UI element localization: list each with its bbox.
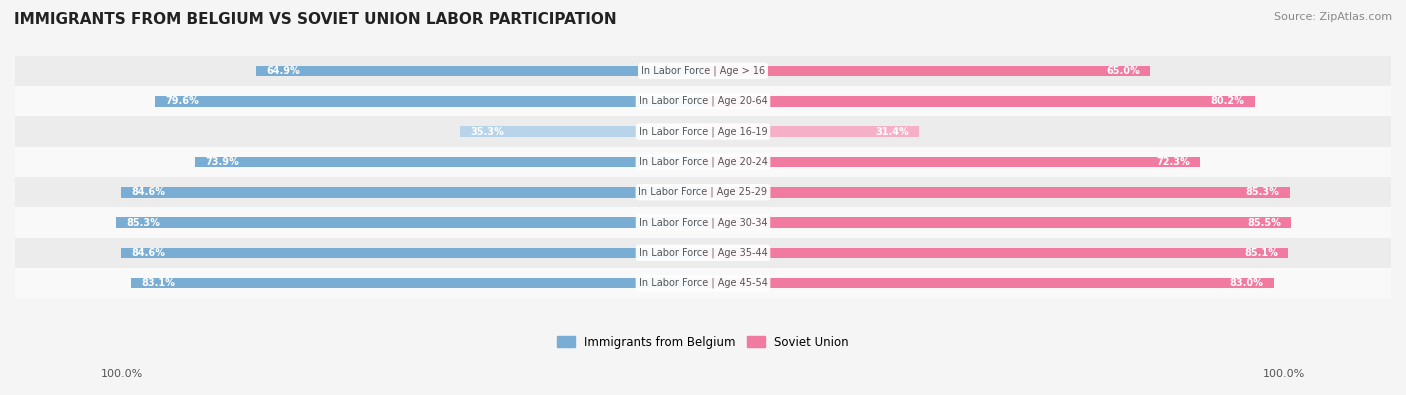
Text: 31.4%: 31.4%	[875, 126, 908, 137]
Bar	[15, 86, 1391, 117]
Text: In Labor Force | Age 20-24: In Labor Force | Age 20-24	[638, 156, 768, 167]
Bar	[256, 66, 703, 76]
Text: In Labor Force | Age 35-44: In Labor Force | Age 35-44	[638, 248, 768, 258]
Text: 64.9%: 64.9%	[267, 66, 301, 76]
Text: 85.5%: 85.5%	[1247, 218, 1281, 228]
Text: 84.6%: 84.6%	[131, 248, 165, 258]
Text: In Labor Force | Age 30-34: In Labor Force | Age 30-34	[638, 217, 768, 228]
Text: 85.3%: 85.3%	[1246, 187, 1279, 197]
Text: 73.9%: 73.9%	[205, 157, 239, 167]
Text: Source: ZipAtlas.com: Source: ZipAtlas.com	[1274, 12, 1392, 22]
Bar	[703, 248, 1288, 258]
Bar	[15, 207, 1391, 238]
Bar	[121, 187, 703, 198]
Bar	[703, 96, 1254, 107]
Text: 83.1%: 83.1%	[142, 278, 176, 288]
Bar	[460, 126, 703, 137]
Text: 65.0%: 65.0%	[1107, 66, 1140, 76]
Text: 79.6%: 79.6%	[166, 96, 200, 106]
Text: In Labor Force | Age > 16: In Labor Force | Age > 16	[641, 66, 765, 76]
Text: 80.2%: 80.2%	[1211, 96, 1244, 106]
Bar	[117, 217, 703, 228]
Legend: Immigrants from Belgium, Soviet Union: Immigrants from Belgium, Soviet Union	[557, 335, 849, 348]
Bar	[194, 156, 703, 167]
Bar	[15, 147, 1391, 177]
Text: In Labor Force | Age 16-19: In Labor Force | Age 16-19	[638, 126, 768, 137]
Text: 85.3%: 85.3%	[127, 218, 160, 228]
Text: 35.3%: 35.3%	[471, 126, 505, 137]
Bar	[703, 217, 1291, 228]
Text: IMMIGRANTS FROM BELGIUM VS SOVIET UNION LABOR PARTICIPATION: IMMIGRANTS FROM BELGIUM VS SOVIET UNION …	[14, 12, 617, 27]
Bar	[703, 66, 1150, 76]
Bar	[15, 177, 1391, 207]
Bar	[131, 278, 703, 288]
Text: 84.6%: 84.6%	[131, 187, 165, 197]
Bar	[703, 187, 1289, 198]
Text: 83.0%: 83.0%	[1230, 278, 1264, 288]
Text: In Labor Force | Age 45-54: In Labor Force | Age 45-54	[638, 278, 768, 288]
Text: 100.0%: 100.0%	[1263, 369, 1305, 379]
Bar	[121, 248, 703, 258]
Bar	[703, 156, 1201, 167]
Bar	[15, 238, 1391, 268]
Text: 72.3%: 72.3%	[1156, 157, 1189, 167]
Bar	[703, 126, 920, 137]
Bar	[155, 96, 703, 107]
Bar	[15, 117, 1391, 147]
Text: 100.0%: 100.0%	[101, 369, 143, 379]
Bar	[15, 56, 1391, 86]
Text: 85.1%: 85.1%	[1244, 248, 1278, 258]
Text: In Labor Force | Age 20-64: In Labor Force | Age 20-64	[638, 96, 768, 106]
Bar	[703, 278, 1274, 288]
Bar	[15, 268, 1391, 298]
Text: In Labor Force | Age 25-29: In Labor Force | Age 25-29	[638, 187, 768, 198]
